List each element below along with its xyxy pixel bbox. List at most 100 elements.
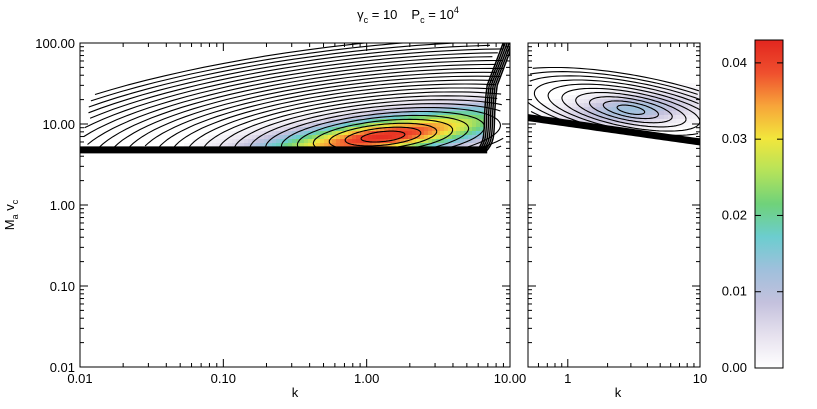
contour-fill-cell [456, 103, 461, 108]
contour-fill-cell [644, 87, 649, 92]
contour-fill-cell [324, 127, 329, 132]
contour-fill-cell [456, 111, 461, 116]
colorbar: 0.00 0.01 0.02 0.03 0.04 [722, 39, 784, 375]
contour-fill-cell [356, 123, 361, 128]
boundary-band [528, 114, 700, 146]
contour-fill-cell [612, 119, 617, 124]
contour-fill-cell [292, 119, 297, 124]
contour-fill-cell [396, 107, 401, 112]
contour-fill-cell [696, 87, 700, 92]
contour-fill-cell [412, 107, 417, 112]
contour-fill-cell [228, 143, 233, 148]
contour-fill-cell [328, 135, 333, 140]
contour-fill-cell [680, 119, 685, 124]
contour-fill-cell [428, 99, 433, 104]
contour-fill-cell [612, 123, 617, 128]
contour-fill-cell [428, 107, 433, 112]
contour-fill-cell [308, 143, 313, 148]
contour-fill-cell [660, 83, 665, 88]
cutoff-line [478, 43, 508, 153]
contour-fill-cell [280, 123, 285, 128]
contour-fill-cell [344, 143, 349, 148]
contour-fill-cell [592, 103, 597, 108]
contour-fill-cell [248, 135, 253, 140]
contour-fill-cell [580, 107, 585, 112]
contour-fill-cell [452, 131, 457, 136]
contour-fill-cell [324, 135, 329, 140]
x-tick-label: 0.10 [211, 371, 236, 386]
contour-fill-cell [684, 103, 689, 108]
contour-fill-cell [464, 115, 469, 120]
contour-fill-cell [464, 91, 469, 96]
contour-fill-cell [480, 135, 485, 140]
contour-fill-cell [240, 127, 245, 132]
contour-fill-cell [436, 103, 441, 108]
contour-fill-cell [668, 107, 673, 112]
contour-fill-cell [424, 103, 429, 108]
contour-fill-cell [416, 111, 421, 116]
contour-fill-cell [652, 83, 657, 88]
contour-fill-cell [448, 127, 453, 132]
contour-fill-cell [644, 107, 649, 112]
contour-fill-cell [448, 135, 453, 140]
contour-fill-cell [468, 131, 473, 136]
contour-fill-cell [388, 123, 393, 128]
contour-fill-cell [324, 111, 329, 116]
contour-fill-cell [316, 139, 321, 144]
contour-fill-cell [672, 99, 677, 104]
contour-fill-cell [456, 131, 461, 136]
contour-fill-cell [592, 115, 597, 120]
contour-fill-cell [392, 135, 397, 140]
contour-fill-cell [556, 103, 561, 108]
contour-fill-cell [320, 123, 325, 128]
contour-fill-cell [672, 111, 677, 116]
contour-fill-cell [540, 107, 545, 112]
contour-fill-cell [680, 107, 685, 112]
contour-fill-cell [256, 143, 261, 148]
contour-fill-cell [424, 111, 429, 116]
contour-fill-cell [344, 135, 349, 140]
contour-fill-cell [684, 119, 689, 124]
contour-fill-cell [368, 119, 373, 124]
contour-fill-cell [260, 139, 265, 144]
contour-fill-cell [580, 91, 585, 96]
contour-fill-cell [468, 123, 473, 128]
contour-fill-cell [472, 95, 477, 100]
contour-fill-cell [268, 127, 273, 132]
contour-fill-cell [232, 131, 237, 136]
contour-fill-cell [360, 115, 365, 120]
contour-fill-cell [664, 107, 669, 112]
contour-fill-cell [644, 123, 649, 128]
contour-fill-cell [552, 107, 557, 112]
contour-fill-cell [464, 139, 469, 144]
contour-fill-cell [432, 91, 437, 96]
contour-fill-cell [256, 131, 261, 136]
contour-fill-cell [444, 123, 449, 128]
contour-fill-cell [640, 119, 645, 124]
contour-fill-cell [608, 119, 613, 124]
contour-fill-cell [556, 107, 561, 112]
contour-fill-cell [396, 139, 401, 144]
contour-fill-cell [428, 123, 433, 128]
contour-fill-cell [608, 115, 613, 120]
contour-fill-cell [600, 91, 605, 96]
contour-fill-cell [340, 131, 345, 136]
contour-fill-cell [452, 91, 457, 96]
contour-fill-cell [376, 99, 381, 104]
contour-fill-cell [388, 139, 393, 144]
contour-fill-cell [652, 127, 657, 132]
contour-fill-cell [684, 87, 689, 92]
contour-fill-cell [444, 91, 449, 96]
contour-fill-cell [688, 99, 693, 104]
contour-fill-cell [288, 139, 293, 144]
contour-fill-cell [444, 95, 449, 100]
contour-fill-cell [276, 131, 281, 136]
contour-fill-cell [292, 139, 297, 144]
x-tick-label: 0.01 [67, 371, 92, 386]
contour-fill-cell [620, 123, 625, 128]
contour-fill-cell [228, 139, 233, 144]
contour-fill-cell [464, 87, 469, 92]
contour-fill-cell [436, 127, 441, 132]
contour-fill-cell [648, 111, 653, 116]
contour-fill-cell [696, 99, 700, 104]
